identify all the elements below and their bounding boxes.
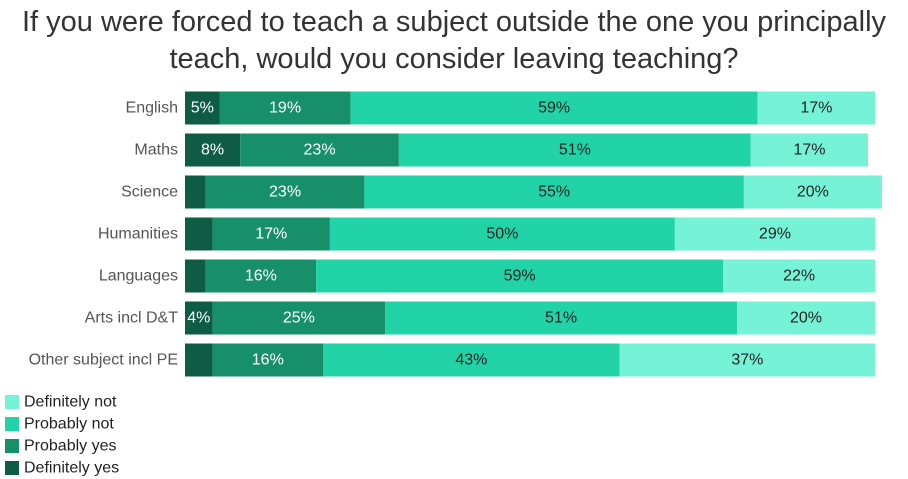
bar-segment bbox=[219, 91, 351, 125]
legend-label: Definitely not bbox=[24, 394, 117, 411]
bar-segment bbox=[205, 259, 317, 293]
y-tick-label: Languages bbox=[99, 268, 178, 285]
data-label: 16% bbox=[245, 268, 277, 285]
data-label: 17% bbox=[800, 100, 832, 117]
legend-swatch bbox=[5, 439, 19, 453]
bar-segment bbox=[185, 91, 220, 125]
data-label: 17% bbox=[793, 142, 825, 159]
bar-segment bbox=[743, 175, 882, 209]
chart-title: If you were forced to teach a subject ou… bbox=[21, 6, 887, 75]
bar-segment bbox=[240, 133, 399, 167]
y-tick-label: Maths bbox=[134, 142, 178, 159]
y-tick-label: Arts incl D&T bbox=[85, 310, 179, 327]
bar-segment bbox=[674, 217, 875, 251]
legend-label: Probably yes bbox=[24, 438, 117, 455]
data-label: 50% bbox=[486, 226, 518, 243]
bar-segment bbox=[185, 217, 213, 251]
bar-segment bbox=[185, 259, 206, 293]
data-label: 43% bbox=[455, 352, 487, 369]
bar-segment bbox=[205, 175, 365, 209]
bar-segment bbox=[750, 133, 869, 167]
data-label: 29% bbox=[759, 226, 791, 243]
data-label: 22% bbox=[783, 268, 815, 285]
data-label: 8% bbox=[201, 142, 224, 159]
y-tick-label: English bbox=[126, 100, 178, 117]
data-label: 16% bbox=[252, 352, 284, 369]
data-label: 55% bbox=[538, 184, 570, 201]
data-label: 19% bbox=[269, 100, 301, 117]
legend-swatch bbox=[5, 417, 19, 431]
data-label: 51% bbox=[545, 310, 577, 327]
data-label: 51% bbox=[559, 142, 591, 159]
data-label: 20% bbox=[797, 184, 829, 201]
bar-segment bbox=[619, 343, 875, 377]
data-label: 59% bbox=[538, 100, 570, 117]
bar-segment bbox=[212, 301, 386, 335]
bar-segment bbox=[185, 301, 213, 335]
data-label: 23% bbox=[269, 184, 301, 201]
data-label: 20% bbox=[790, 310, 822, 327]
bar-segment bbox=[185, 133, 241, 167]
y-tick-label: Other subject incl PE bbox=[29, 352, 178, 369]
bar-segment bbox=[350, 91, 758, 125]
data-label: 59% bbox=[504, 268, 536, 285]
bar-segment bbox=[364, 175, 744, 209]
bar-segment bbox=[316, 259, 724, 293]
legend-swatch bbox=[5, 395, 19, 409]
data-label: 23% bbox=[304, 142, 336, 159]
bar-segment bbox=[723, 259, 875, 293]
legend-swatch bbox=[5, 461, 19, 475]
bar-segment bbox=[185, 175, 206, 209]
data-label: 17% bbox=[255, 226, 287, 243]
y-tick-label: Science bbox=[121, 184, 178, 201]
y-tick-label: Humanities bbox=[98, 226, 178, 243]
bar-segment bbox=[212, 217, 330, 251]
bar-segment bbox=[323, 343, 620, 377]
bar-segment bbox=[737, 301, 875, 335]
bar-segment bbox=[185, 343, 213, 377]
data-label: 37% bbox=[731, 352, 763, 369]
data-label: 5% bbox=[191, 100, 214, 117]
bar-segment bbox=[385, 301, 737, 335]
bar-segment bbox=[329, 217, 675, 251]
legend-label: Definitely yes bbox=[24, 460, 119, 477]
data-label: 25% bbox=[283, 310, 315, 327]
bar-segment bbox=[757, 91, 875, 125]
bar-segment bbox=[398, 133, 751, 167]
bar-segment bbox=[212, 343, 323, 377]
data-label: 4% bbox=[187, 310, 210, 327]
legend-label: Probably not bbox=[24, 416, 114, 433]
